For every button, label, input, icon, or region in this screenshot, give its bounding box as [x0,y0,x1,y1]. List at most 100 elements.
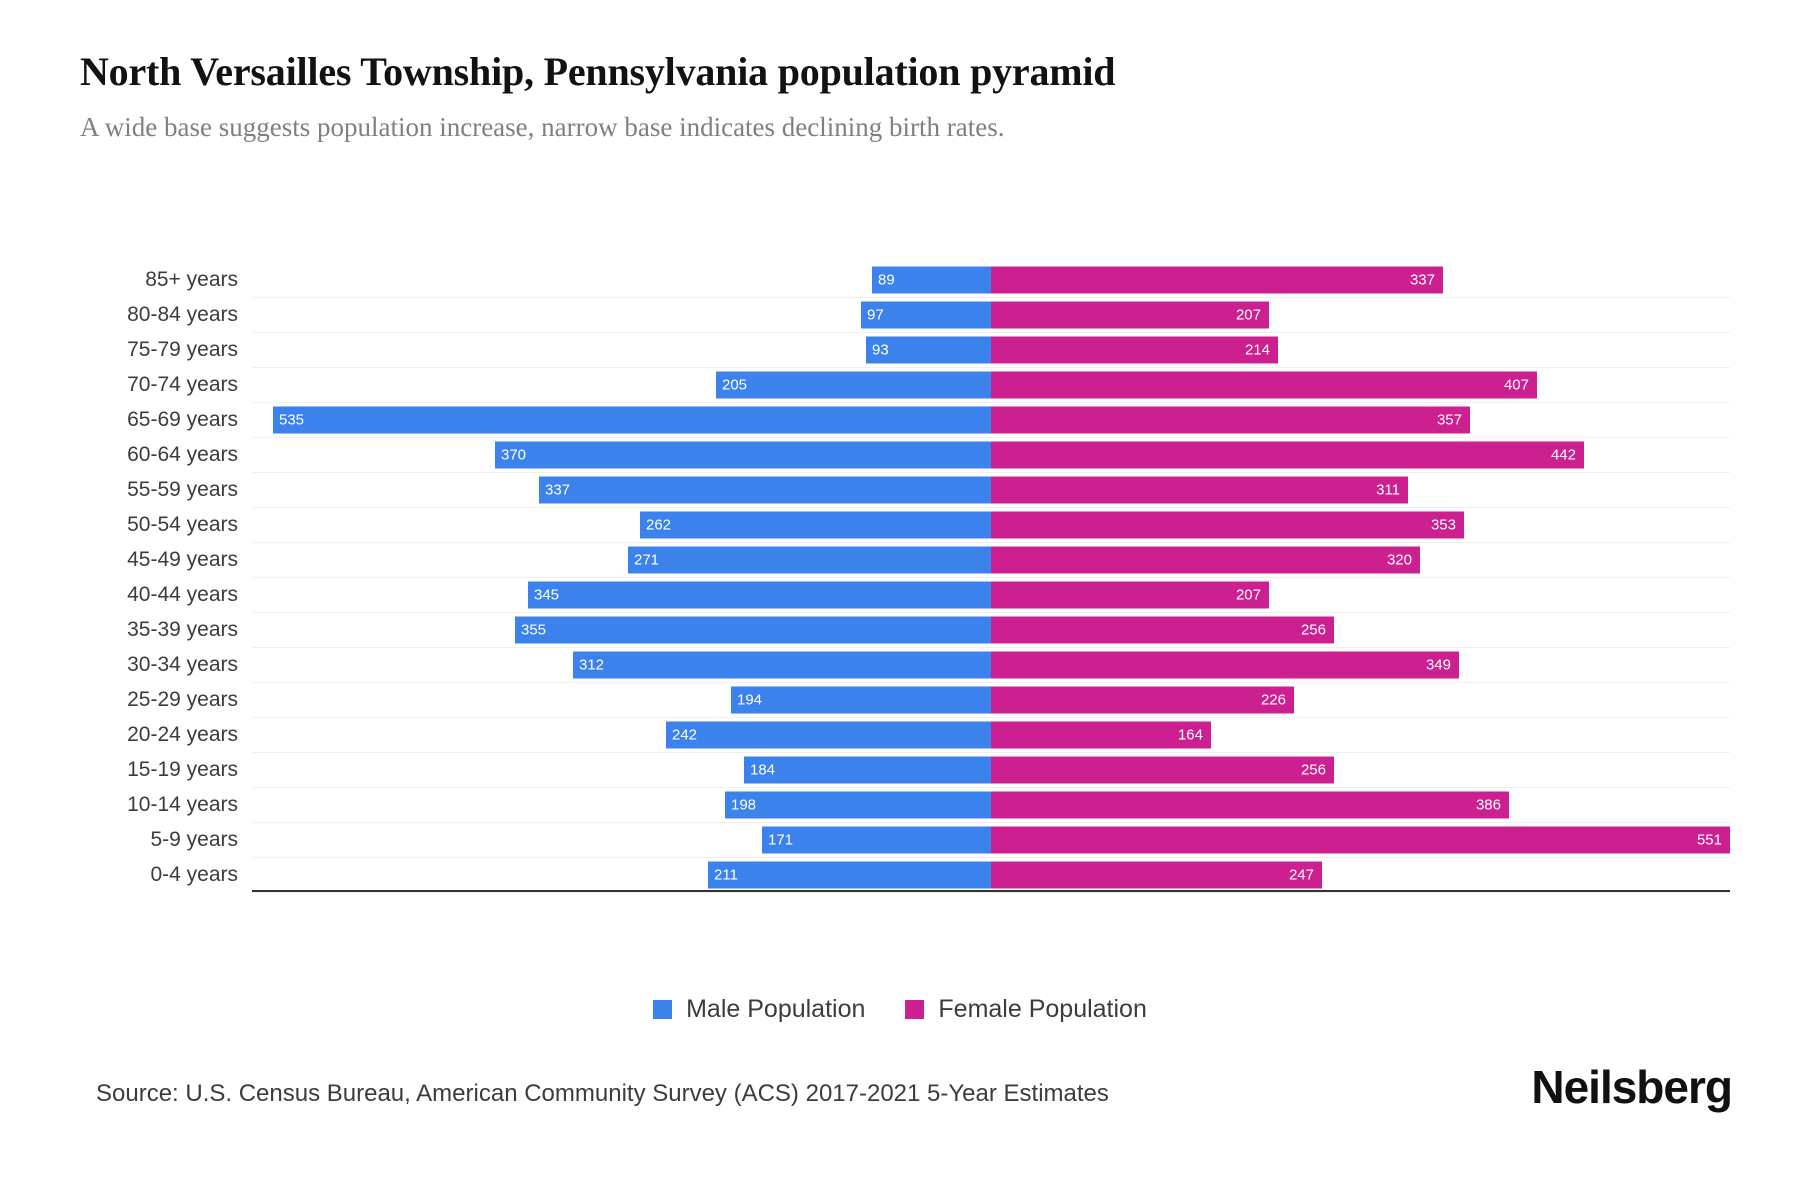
bar-female[interactable]: 357 [991,406,1470,433]
bar-male[interactable]: 242 [666,721,991,748]
female-half: 311 [991,476,1730,503]
gridline [252,332,1730,333]
bar-male[interactable]: 211 [708,861,991,888]
pyramid-row: 262 353 [252,511,1730,538]
bar-male[interactable]: 194 [731,686,991,713]
bar-female[interactable]: 353 [991,511,1464,538]
male-half: 355 [252,616,991,643]
bar-female[interactable]: 256 [991,756,1334,783]
bar-female[interactable]: 247 [991,861,1322,888]
bar-male[interactable]: 337 [539,476,991,503]
male-half: 211 [252,861,991,888]
bar-female[interactable]: 311 [991,476,1408,503]
gridline [252,787,1730,788]
bar-female[interactable]: 164 [991,721,1211,748]
male-half: 535 [252,406,991,433]
male-half: 242 [252,721,991,748]
bar-male[interactable]: 97 [861,301,991,328]
bar-value-male: 171 [768,831,794,848]
grid-lines [252,262,1730,893]
y-axis-tick-label: 10-14 years [127,792,238,816]
pyramid-row: 271 320 [252,546,1730,573]
male-half: 345 [252,581,991,608]
bar-female[interactable]: 256 [991,616,1334,643]
pyramid-row: 337 311 [252,476,1730,503]
male-half: 271 [252,546,991,573]
bar-female[interactable]: 207 [991,581,1269,608]
bar-value-male: 337 [545,481,571,498]
bar-female[interactable]: 207 [991,301,1269,328]
bar-male[interactable]: 262 [640,511,991,538]
bar-value-male: 194 [737,691,763,708]
bar-female[interactable]: 407 [991,371,1537,398]
bar-male[interactable]: 271 [628,546,991,573]
y-axis-tick-label: 15-19 years [127,757,238,781]
gridline [252,472,1730,473]
bar-female[interactable]: 320 [991,546,1420,573]
male-half: 262 [252,511,991,538]
bar-value-female: 207 [1235,306,1261,323]
pyramid-row: 171 551 [252,826,1730,853]
female-half: 207 [991,301,1730,328]
gridline [252,857,1730,858]
pyramid-row: 205 407 [252,371,1730,398]
bar-male[interactable]: 370 [495,441,991,468]
bar-value-male: 262 [646,516,672,533]
bar-value-male: 312 [579,656,605,673]
page-subtitle: A wide base suggests population increase… [80,112,1005,143]
gridline [252,822,1730,823]
female-half: 337 [991,266,1730,293]
legend-item-female[interactable]: Female Population [905,995,1147,1024]
bar-male[interactable]: 205 [716,371,991,398]
y-axis-tick-label: 45-49 years [127,547,238,571]
male-half: 93 [252,336,991,363]
pyramid-row: 97 207 [252,301,1730,328]
bar-male[interactable]: 312 [573,651,991,678]
female-half: 214 [991,336,1730,363]
pyramid-row: 184 256 [252,756,1730,783]
bar-value-female: 311 [1376,481,1400,498]
bar-female[interactable]: 349 [991,651,1459,678]
bar-male[interactable]: 171 [762,826,991,853]
bar-value-female: 226 [1260,691,1286,708]
male-half: 184 [252,756,991,783]
bar-female[interactable]: 214 [991,336,1278,363]
bar-value-male: 89 [878,271,895,288]
pyramid-row: 312 349 [252,651,1730,678]
bar-female[interactable]: 551 [991,826,1730,853]
legend-item-male[interactable]: Male Population [653,995,865,1024]
bar-male[interactable]: 93 [866,336,991,363]
y-axis-tick-label: 30-34 years [127,652,238,676]
gridline [252,297,1730,298]
bar-male[interactable]: 198 [725,791,991,818]
gridline [252,507,1730,508]
y-axis-tick-label: 0-4 years [150,862,238,886]
female-half: 256 [991,616,1730,643]
bar-female[interactable]: 442 [991,441,1584,468]
bar-female[interactable]: 226 [991,686,1294,713]
bar-male[interactable]: 89 [872,266,991,293]
bar-value-male: 242 [672,726,698,743]
bar-value-female: 349 [1425,656,1451,673]
bar-value-female: 256 [1300,621,1326,638]
gridline [252,367,1730,368]
legend-swatch-female-icon [905,1000,925,1019]
bar-female[interactable]: 337 [991,266,1443,293]
bar-value-male: 211 [714,866,738,883]
pyramid-row: 355 256 [252,616,1730,643]
gridline [252,577,1730,578]
bar-male[interactable]: 184 [744,756,991,783]
female-half: 551 [991,826,1730,853]
bar-male[interactable]: 535 [273,406,991,433]
bar-value-male: 345 [534,586,560,603]
chart-header: North Versailles Township, Pennsylvania … [80,48,1740,144]
y-axis-tick-label: 20-24 years [127,722,238,746]
page-title: North Versailles Township, Pennsylvania … [80,49,1116,94]
bar-value-female: 256 [1300,761,1326,778]
bar-male[interactable]: 355 [515,616,991,643]
y-axis-tick-label: 80-84 years [127,302,238,326]
bar-male[interactable]: 345 [528,581,991,608]
male-half: 205 [252,371,991,398]
bar-female[interactable]: 386 [991,791,1509,818]
